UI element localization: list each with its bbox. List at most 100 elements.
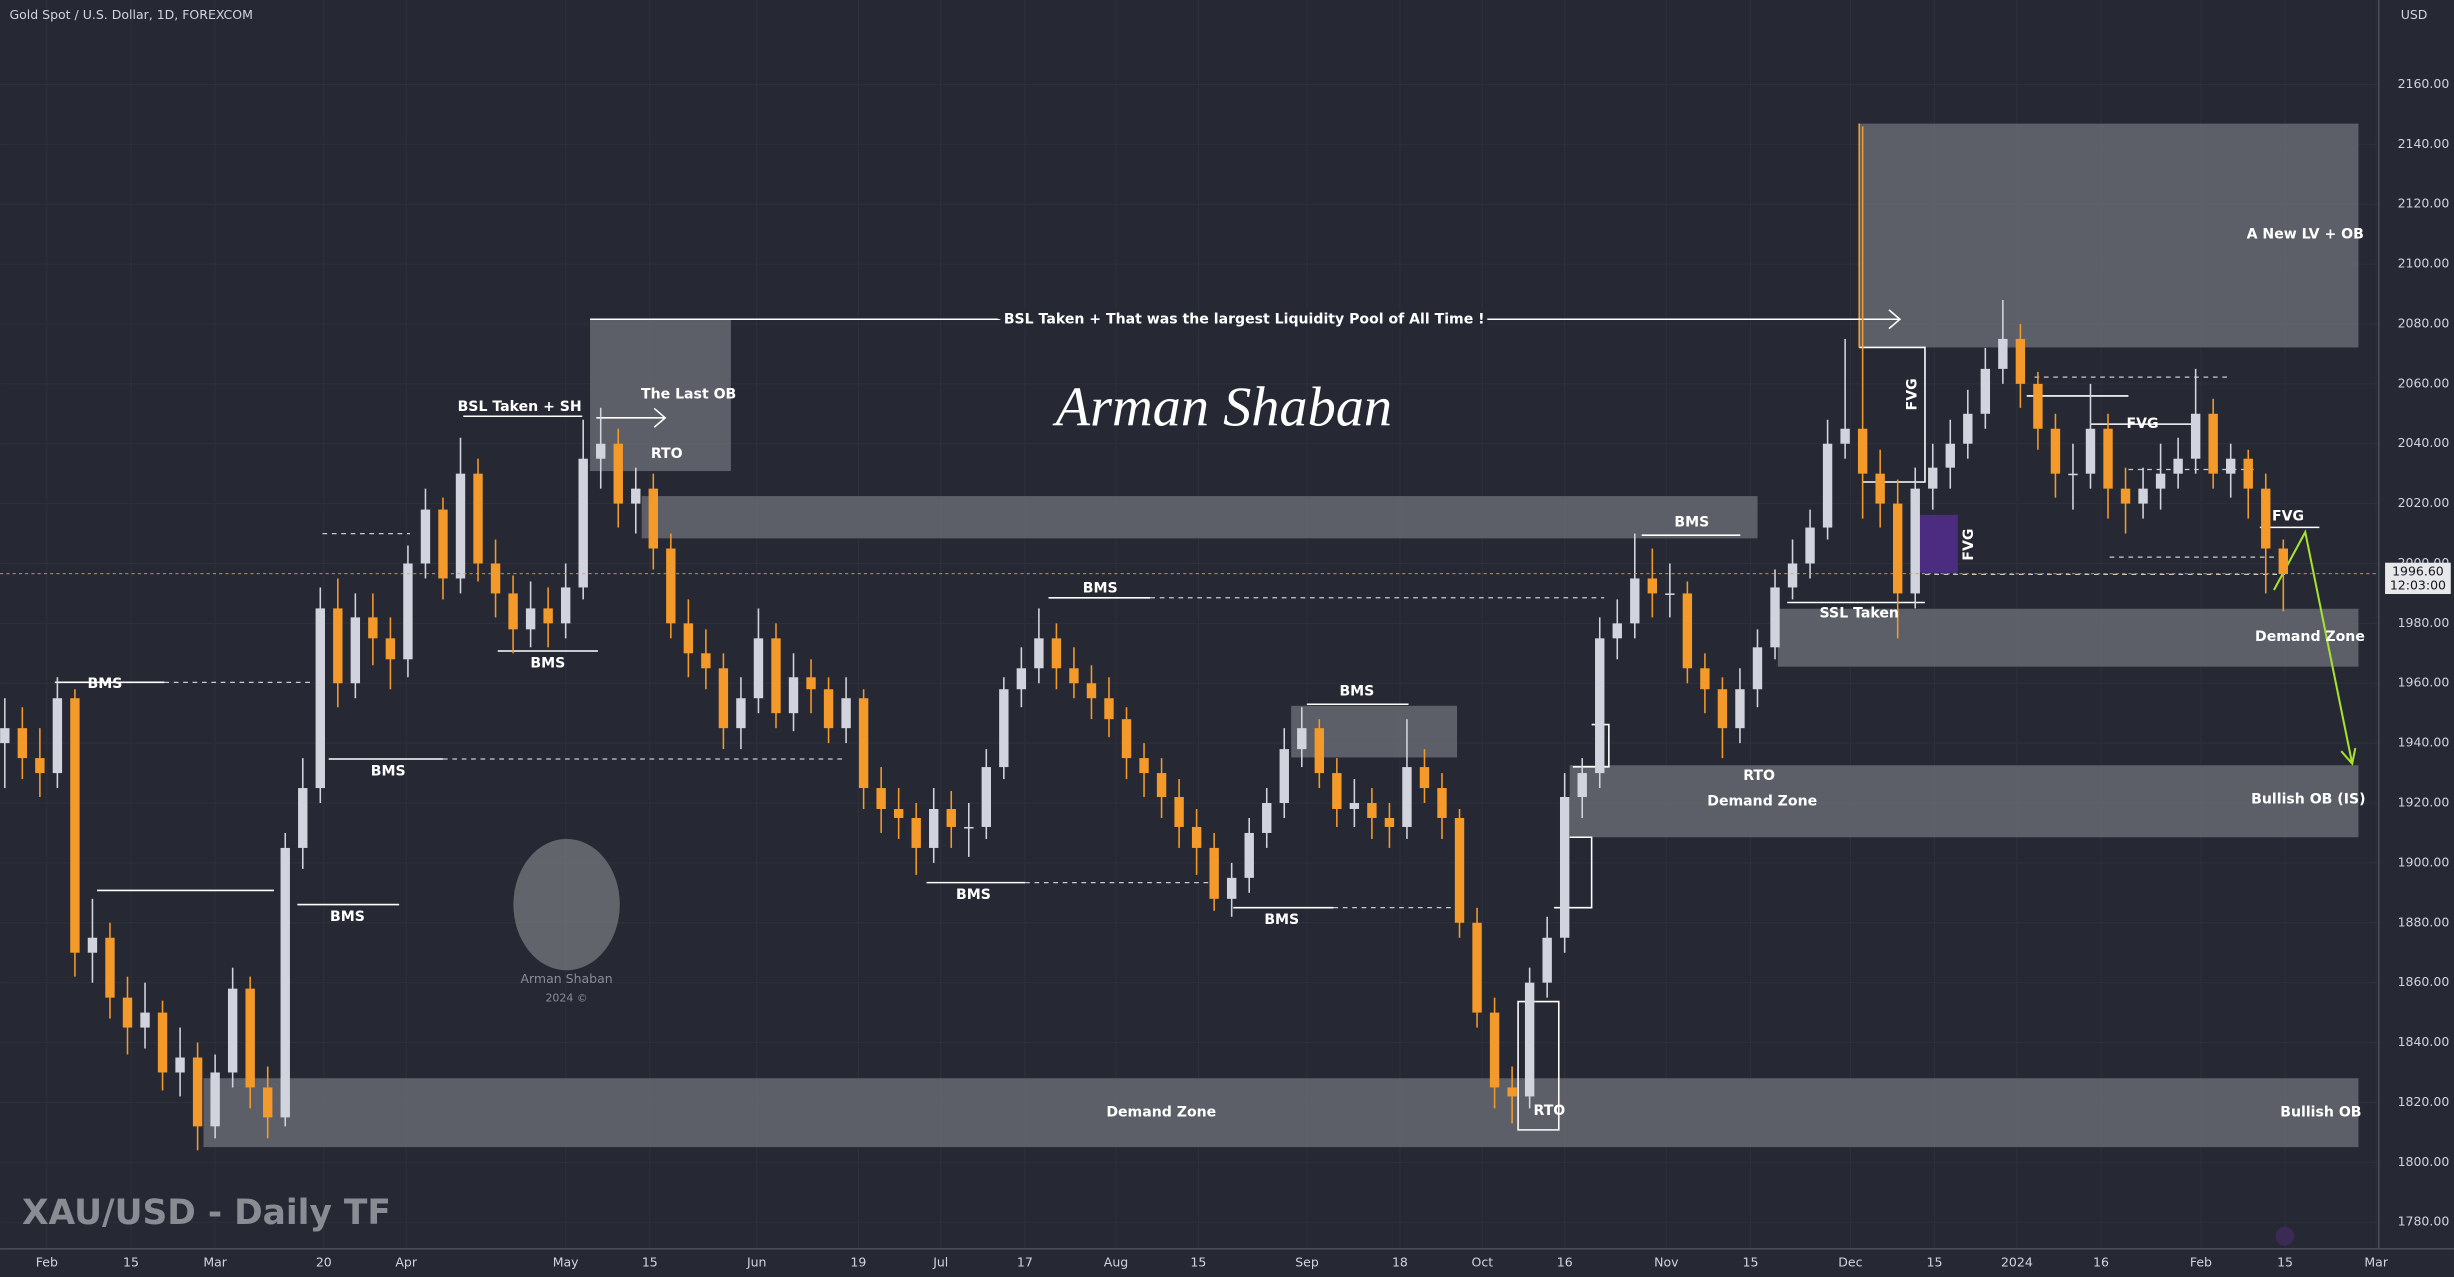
annotation: RTO bbox=[1533, 1103, 1565, 1119]
candle-body bbox=[1822, 443, 1833, 528]
candle-body bbox=[17, 728, 28, 759]
candle-body bbox=[1454, 817, 1465, 923]
candles bbox=[0, 126, 2379, 1151]
y-tick-label: 1940.00 bbox=[2398, 735, 2450, 750]
candle-body bbox=[1559, 797, 1570, 938]
candle-body bbox=[35, 758, 45, 774]
y-tick-label: 1960.00 bbox=[2398, 675, 2450, 690]
zones bbox=[203, 123, 2359, 1148]
logo: Arman Shaban 2024 © bbox=[513, 838, 620, 1005]
y-tick-label: 2080.00 bbox=[2398, 315, 2450, 330]
candle-body bbox=[1963, 413, 1973, 444]
annotation: BSL Taken + That was the largest Liquidi… bbox=[1004, 311, 1485, 327]
y-tick-label: 1880.00 bbox=[2398, 914, 2450, 929]
candle-body bbox=[2050, 428, 2061, 474]
candle-body bbox=[2138, 488, 2148, 504]
candle-body bbox=[999, 689, 1009, 768]
x-tick-label: Mar bbox=[2364, 1254, 2388, 1269]
axes: 1780.00 1800.00 1820.00 1840.00 1860.00 1880.… bbox=[36, 76, 2451, 1269]
candle-body bbox=[1156, 773, 1167, 798]
candle-body bbox=[981, 767, 992, 827]
candle-body bbox=[455, 473, 466, 579]
x-tick-label: Sep bbox=[1295, 1254, 1319, 1269]
candle-body bbox=[1034, 638, 1044, 669]
candle-body bbox=[1472, 922, 1482, 1013]
candle-body bbox=[2015, 338, 2026, 384]
candle-body bbox=[490, 563, 501, 594]
x-tick-label: 15 bbox=[1190, 1254, 1206, 1269]
candle-body bbox=[1945, 443, 1955, 468]
candle-body bbox=[1209, 847, 1219, 899]
x-tick-label: Aug bbox=[1104, 1254, 1128, 1269]
candle-body bbox=[823, 689, 834, 729]
y-tick-label: 2120.00 bbox=[2398, 196, 2450, 211]
candle-body bbox=[227, 988, 238, 1073]
candle-body bbox=[298, 788, 308, 848]
candle-body bbox=[1086, 683, 1097, 699]
candle-body bbox=[1332, 773, 1342, 810]
candle-body bbox=[858, 698, 869, 789]
candle-body bbox=[263, 1087, 273, 1118]
candle-body bbox=[1893, 503, 1903, 594]
candle-body bbox=[1630, 578, 1640, 624]
candle-body bbox=[473, 473, 483, 564]
annotation: FVG bbox=[2126, 416, 2158, 432]
candle-body bbox=[1437, 788, 1447, 818]
candle-body bbox=[1980, 368, 1991, 414]
candle-body bbox=[1262, 803, 1272, 833]
candle-body bbox=[245, 988, 255, 1088]
candle-body bbox=[1612, 623, 1622, 639]
candle-body bbox=[964, 826, 974, 829]
candle-body bbox=[1139, 758, 1149, 774]
candle-body bbox=[1226, 877, 1237, 899]
x-tick-label: May bbox=[553, 1254, 579, 1269]
candle-body bbox=[1244, 832, 1254, 878]
x-tick-label: 18 bbox=[1392, 1254, 1408, 1269]
candle-body bbox=[806, 677, 816, 690]
annotation: RTO bbox=[1743, 768, 1775, 784]
annotation: FVG bbox=[2272, 508, 2304, 524]
candle-body bbox=[2226, 458, 2236, 474]
candle-body bbox=[1507, 1087, 1517, 1097]
candle-body bbox=[1787, 563, 1798, 588]
annotation: RTO bbox=[651, 446, 683, 462]
x-tick-label: Mar bbox=[203, 1254, 227, 1269]
candle-body bbox=[631, 488, 641, 504]
demand-zone bbox=[203, 1078, 2359, 1148]
candle-body bbox=[946, 809, 956, 827]
annotation: FVG bbox=[1961, 529, 1977, 561]
x-tick-label: Feb bbox=[2190, 1254, 2212, 1269]
candle-body bbox=[788, 677, 799, 714]
annotation: BMS bbox=[330, 909, 365, 925]
x-tick-label: 15 bbox=[642, 1254, 658, 1269]
candle-body bbox=[2190, 413, 2201, 459]
order-block bbox=[1859, 123, 2359, 348]
y-tick-label: 1820.00 bbox=[2398, 1094, 2450, 1109]
annotation: Bullish OB (IS) bbox=[2251, 792, 2365, 808]
y-tick-label: 2040.00 bbox=[2398, 435, 2450, 450]
candle-body bbox=[1805, 527, 1815, 564]
candle-body bbox=[525, 608, 536, 630]
watermark: XAU/USD - Daily TF bbox=[22, 1193, 391, 1233]
candle-body bbox=[1735, 689, 1745, 729]
candle-body bbox=[1279, 749, 1289, 804]
candle-body bbox=[140, 1012, 150, 1028]
x-tick-label: 16 bbox=[2093, 1254, 2109, 1269]
candle-body bbox=[1104, 698, 1114, 720]
annotation: BMS bbox=[1674, 515, 1709, 531]
candle-body bbox=[1542, 937, 1552, 983]
y-tick-label: 1900.00 bbox=[2398, 854, 2450, 869]
candle-body bbox=[122, 997, 133, 1028]
order-block bbox=[590, 319, 731, 472]
candle-body bbox=[420, 509, 431, 564]
x-tick-label: 15 bbox=[1743, 1254, 1759, 1269]
candle-body bbox=[2261, 488, 2271, 549]
candle-body bbox=[0, 728, 10, 744]
candle-body bbox=[2208, 413, 2218, 474]
candle-body bbox=[1016, 668, 1027, 690]
x-tick-label: 16 bbox=[1557, 1254, 1573, 1269]
x-tick-label: Feb bbox=[36, 1254, 58, 1269]
y-tick-label: 2160.00 bbox=[2398, 76, 2450, 91]
candle-body bbox=[2103, 428, 2113, 489]
fvg-box bbox=[1918, 514, 1958, 573]
